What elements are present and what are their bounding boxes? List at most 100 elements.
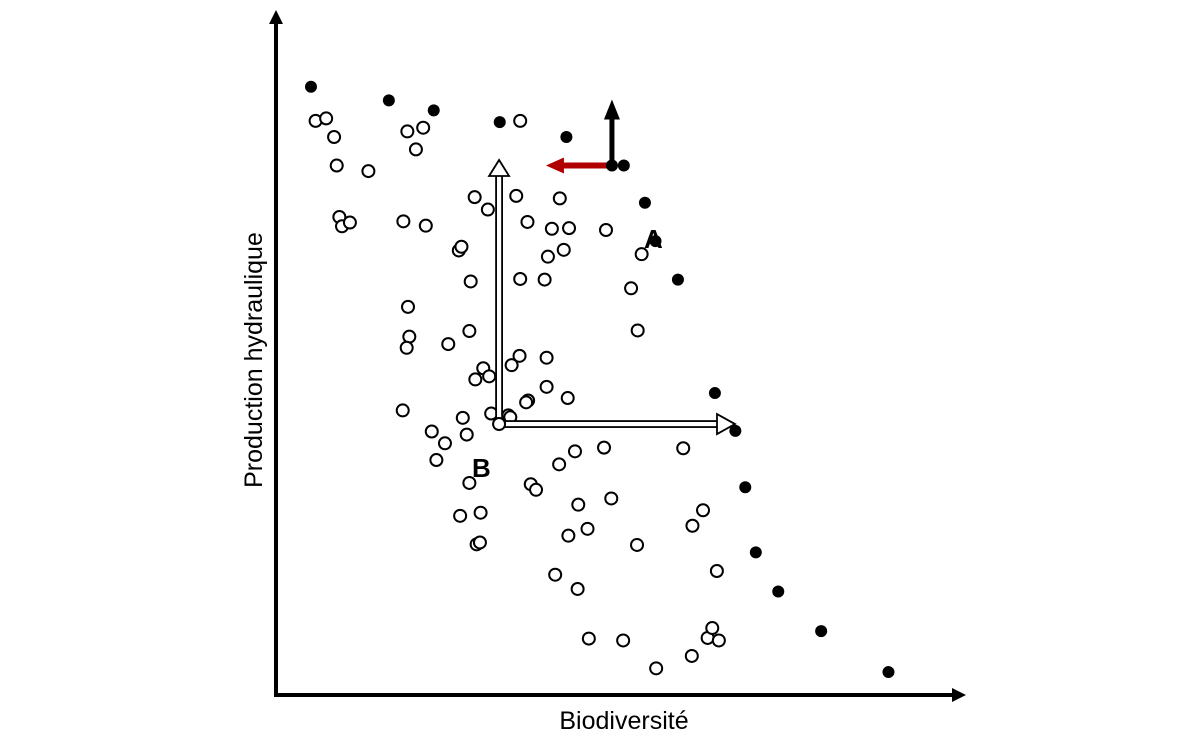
open-point xyxy=(519,395,534,410)
open-point xyxy=(552,191,567,206)
open-point xyxy=(634,247,649,262)
open-point xyxy=(396,214,411,229)
open-point xyxy=(455,410,470,425)
open-point xyxy=(395,403,410,418)
open-point xyxy=(581,631,596,646)
open-point xyxy=(685,518,700,533)
filled-point xyxy=(560,131,573,143)
filled-point xyxy=(638,196,651,209)
filled-point xyxy=(382,94,395,107)
open-point xyxy=(624,281,639,296)
filled-point xyxy=(304,80,317,93)
open-point xyxy=(454,239,469,254)
filled-point xyxy=(617,159,630,172)
open-point xyxy=(463,274,478,289)
open-point xyxy=(429,453,444,468)
data-points xyxy=(304,80,895,679)
y-axis-title: Production hydraulique xyxy=(240,232,268,488)
open-point xyxy=(599,223,613,237)
x-axis-arrowhead xyxy=(952,688,966,702)
open-point xyxy=(402,329,417,344)
point-a-label: A xyxy=(644,224,663,254)
open-point xyxy=(709,564,724,578)
open-point xyxy=(711,633,726,648)
open-point xyxy=(424,424,439,439)
filled-point xyxy=(671,273,684,286)
open-point xyxy=(705,621,720,636)
point-b-marker xyxy=(492,417,507,432)
open-point xyxy=(473,505,488,520)
open-point xyxy=(401,299,415,314)
open-point xyxy=(467,190,482,205)
point-a-left-arrowhead xyxy=(545,157,564,174)
open-point xyxy=(684,648,699,663)
open-point xyxy=(676,441,691,456)
open-point xyxy=(329,158,344,173)
arrows xyxy=(487,99,737,436)
open-point xyxy=(480,202,495,217)
open-point xyxy=(597,440,612,455)
point-b-label: B xyxy=(472,453,491,483)
open-point xyxy=(453,508,468,523)
point-b-up-arrowhead xyxy=(487,158,511,177)
open-point xyxy=(649,661,664,676)
open-point xyxy=(580,521,595,536)
open-point xyxy=(327,130,342,144)
filled-point xyxy=(882,666,895,679)
filled-point xyxy=(729,424,742,437)
filled-point xyxy=(427,104,440,117)
open-point xyxy=(529,482,544,497)
open-point xyxy=(462,475,477,490)
open-point xyxy=(509,188,524,203)
open-point xyxy=(418,218,433,233)
open-point xyxy=(544,221,559,236)
open-point xyxy=(462,324,477,339)
open-point xyxy=(630,537,645,552)
open-point xyxy=(468,372,483,387)
y-axis-arrowhead xyxy=(269,10,283,24)
open-point xyxy=(561,528,576,543)
filled-point xyxy=(649,235,662,248)
open-point xyxy=(472,535,487,550)
point-b-right-arrowhead xyxy=(716,412,737,436)
x-axis-title: Biodiversité xyxy=(559,707,688,735)
open-point xyxy=(319,111,334,126)
point-b-up-arrow-shaft xyxy=(495,173,503,425)
filled-point xyxy=(739,481,752,494)
filled-point xyxy=(749,546,762,559)
open-point xyxy=(562,221,577,236)
open-point xyxy=(513,271,528,286)
open-point xyxy=(408,142,423,157)
open-point xyxy=(399,340,414,355)
open-point xyxy=(616,633,631,648)
open-point xyxy=(400,124,415,139)
point-a-marker xyxy=(605,159,618,172)
filled-point xyxy=(493,116,506,129)
open-point xyxy=(539,350,554,365)
open-point xyxy=(630,323,645,338)
open-point xyxy=(552,457,567,472)
open-point xyxy=(416,120,431,135)
open-point xyxy=(342,215,357,230)
open-point xyxy=(567,444,582,459)
open-point xyxy=(482,369,497,384)
open-point xyxy=(560,391,575,406)
open-point xyxy=(571,497,586,512)
open-point xyxy=(548,567,563,582)
open-point xyxy=(696,503,711,518)
point-a-up-arrowhead xyxy=(603,99,620,120)
filled-point xyxy=(815,625,828,638)
filled-point xyxy=(708,387,721,400)
filled-point xyxy=(772,585,785,598)
open-point xyxy=(539,379,554,394)
open-point xyxy=(537,272,552,287)
open-point xyxy=(361,164,376,179)
open-point xyxy=(512,348,527,363)
open-point xyxy=(570,581,585,596)
open-point xyxy=(441,337,456,352)
open-point xyxy=(513,113,528,128)
point-b-right-arrow-shaft xyxy=(498,420,720,428)
open-point xyxy=(520,214,535,229)
open-point xyxy=(437,436,452,451)
